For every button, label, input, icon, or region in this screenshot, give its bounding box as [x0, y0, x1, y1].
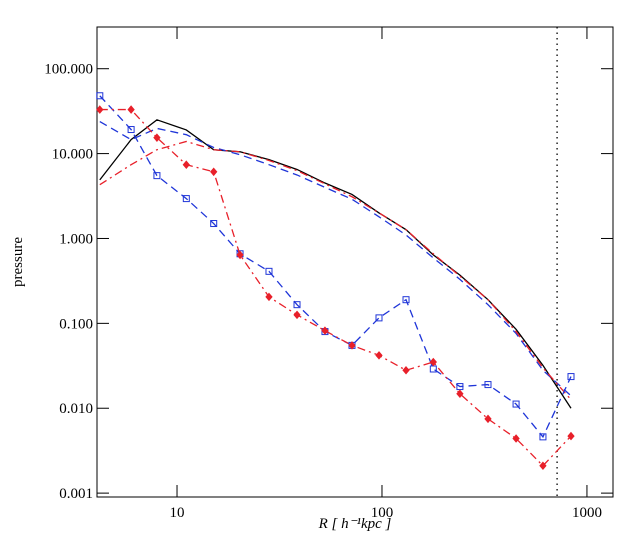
marker: [182, 195, 190, 203]
series-line: [99, 140, 572, 401]
marker: [402, 366, 410, 375]
marker: [567, 431, 575, 441]
marker: [321, 326, 329, 335]
marker: [456, 389, 464, 399]
y-tick-label: 1.000: [59, 231, 93, 247]
marker: [127, 126, 135, 134]
marker: [96, 105, 104, 114]
marker: [348, 341, 356, 350]
marker: [210, 220, 218, 228]
marker: [265, 267, 273, 275]
marker: [512, 434, 520, 443]
marker: [127, 105, 135, 114]
marker: [484, 381, 492, 389]
series-line: [99, 121, 572, 397]
x-tick-label: 1000: [572, 505, 602, 521]
marker: [236, 250, 244, 260]
marker: [539, 461, 547, 471]
marker: [567, 373, 575, 381]
series-line: [99, 119, 572, 409]
marker: [96, 92, 104, 100]
y-tick-label: 0.001: [59, 486, 93, 502]
marker: [484, 414, 492, 424]
y-tick-label: 100.000: [44, 62, 93, 78]
x-tick-label: 100: [371, 505, 394, 521]
marker: [265, 292, 273, 302]
y-tick-label: 10.000: [52, 147, 93, 163]
marker: [429, 357, 437, 367]
marker: [210, 167, 218, 177]
plot-frame: [96, 26, 614, 498]
series-line: [99, 108, 572, 467]
x-axis-label: R [ h⁻¹kpc ]: [318, 516, 392, 532]
marker: [153, 172, 161, 180]
marker: [539, 433, 547, 441]
marker: [153, 133, 161, 142]
x-tick-label: 10: [170, 505, 185, 521]
y-axis-label: pressure: [10, 237, 26, 287]
marker: [293, 310, 301, 320]
series-line: [99, 95, 572, 439]
y-tick-label: 0.100: [59, 316, 93, 332]
marker: [182, 160, 190, 169]
marker: [375, 351, 383, 360]
marker: [402, 296, 410, 304]
marker: [375, 314, 383, 322]
marker: [293, 301, 301, 309]
y-tick-label: 0.010: [59, 401, 93, 417]
marker: [512, 400, 520, 408]
